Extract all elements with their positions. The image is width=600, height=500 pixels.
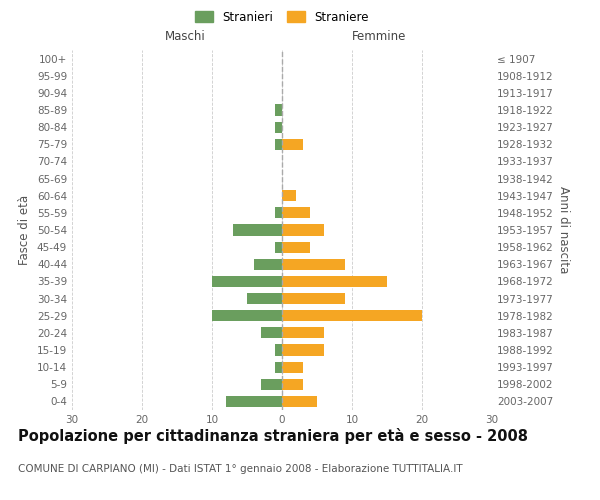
Bar (226, 396, 282, 407)
Text: COMUNE DI CARPIANO (MI) - Dati ISTAT 1° gennaio 2008 - Elaborazione TUTTITALIA.I: COMUNE DI CARPIANO (MI) - Dati ISTAT 1° … (18, 464, 463, 474)
Y-axis label: Anni di nascita: Anni di nascita (557, 186, 570, 274)
Bar (261, 328, 282, 338)
Bar (282, 242, 310, 252)
Bar (282, 344, 324, 356)
Bar (261, 378, 282, 390)
Bar (275, 242, 282, 252)
Bar (282, 258, 345, 270)
Bar (282, 208, 310, 218)
Bar (275, 138, 282, 150)
Bar (282, 362, 303, 372)
Bar (282, 396, 317, 407)
Bar (282, 328, 324, 338)
Bar (233, 224, 282, 235)
Bar (282, 293, 345, 304)
Bar (282, 138, 303, 150)
Bar (275, 344, 282, 356)
Text: Popolazione per cittadinanza straniera per età e sesso - 2008: Popolazione per cittadinanza straniera p… (18, 428, 528, 444)
Bar (282, 224, 324, 235)
Bar (275, 104, 282, 116)
Bar (275, 122, 282, 132)
Bar (275, 208, 282, 218)
Bar (254, 258, 282, 270)
Text: Maschi: Maschi (165, 30, 206, 43)
Bar (282, 276, 387, 287)
Bar (282, 378, 303, 390)
Bar (282, 190, 296, 202)
Y-axis label: Fasce di età: Fasce di età (19, 195, 31, 265)
Bar (247, 293, 282, 304)
Bar (282, 310, 422, 322)
Bar (275, 362, 282, 372)
Legend: Stranieri, Straniere: Stranieri, Straniere (190, 6, 374, 28)
Bar (212, 310, 282, 322)
Text: Femmine: Femmine (352, 30, 406, 43)
Bar (212, 276, 282, 287)
